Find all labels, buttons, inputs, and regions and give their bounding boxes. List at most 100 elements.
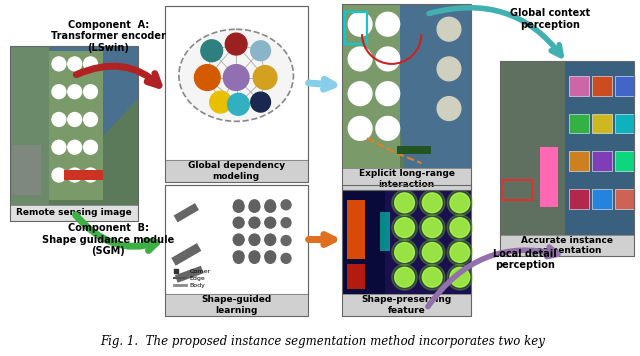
Circle shape: [348, 82, 372, 106]
Circle shape: [447, 190, 473, 216]
Bar: [570, 189, 589, 209]
Circle shape: [68, 85, 82, 99]
Circle shape: [422, 267, 442, 287]
Text: Edge: Edge: [189, 276, 205, 281]
Circle shape: [395, 267, 415, 287]
Circle shape: [266, 236, 275, 246]
Circle shape: [195, 65, 220, 90]
Text: Explicit long-range
interaction: Explicit long-range interaction: [358, 169, 454, 189]
Circle shape: [234, 236, 244, 246]
Circle shape: [450, 267, 470, 287]
Text: Corner: Corner: [189, 269, 211, 274]
Circle shape: [447, 264, 473, 290]
Circle shape: [234, 218, 244, 227]
Circle shape: [233, 251, 244, 262]
Circle shape: [450, 193, 470, 213]
Circle shape: [422, 242, 442, 262]
Circle shape: [266, 218, 275, 227]
Point: [172, 268, 182, 274]
Text: Local detail
perception: Local detail perception: [493, 248, 557, 270]
Circle shape: [447, 215, 473, 241]
Circle shape: [228, 93, 249, 115]
Circle shape: [249, 217, 260, 228]
Bar: [164, 185, 308, 294]
Text: Shape-preserving
feature: Shape-preserving feature: [362, 295, 452, 315]
Bar: [397, 146, 431, 154]
Circle shape: [52, 57, 66, 71]
Bar: [164, 185, 308, 316]
Bar: [592, 114, 612, 134]
Text: Fig. 1.  The proposed instance segmentation method incorporates two key: Fig. 1. The proposed instance segmentati…: [100, 335, 545, 348]
Circle shape: [250, 200, 259, 210]
Text: Shape-guided
learning: Shape-guided learning: [201, 295, 271, 315]
Circle shape: [233, 217, 244, 228]
Circle shape: [419, 190, 445, 216]
Circle shape: [52, 140, 66, 154]
Bar: [49, 51, 103, 200]
Circle shape: [84, 168, 97, 182]
Bar: [348, 264, 365, 289]
Bar: [592, 76, 612, 96]
Text: Component  B:
Shape guidance module
(SGM): Component B: Shape guidance module (SGM): [42, 223, 175, 256]
Circle shape: [223, 65, 249, 90]
Circle shape: [250, 236, 259, 246]
Circle shape: [422, 193, 442, 213]
Bar: [592, 189, 612, 209]
Bar: [380, 212, 390, 251]
Polygon shape: [385, 4, 471, 168]
Circle shape: [348, 12, 372, 36]
Bar: [64, 170, 103, 180]
Circle shape: [376, 12, 399, 36]
Bar: [342, 185, 471, 316]
Bar: [164, 6, 308, 182]
Bar: [348, 200, 365, 260]
Circle shape: [265, 217, 276, 228]
Text: Accurate instance
segmentation: Accurate instance segmentation: [521, 236, 613, 255]
Circle shape: [233, 201, 244, 212]
Circle shape: [419, 215, 445, 241]
Circle shape: [392, 264, 417, 290]
Bar: [342, 4, 471, 190]
Circle shape: [437, 57, 461, 81]
Circle shape: [265, 201, 276, 212]
Circle shape: [225, 33, 247, 55]
Circle shape: [395, 242, 415, 262]
Circle shape: [52, 112, 66, 126]
Circle shape: [250, 253, 259, 263]
Polygon shape: [545, 61, 634, 235]
Bar: [615, 189, 635, 209]
Bar: [10, 46, 138, 205]
Circle shape: [376, 116, 399, 140]
Text: Remote sensing image: Remote sensing image: [16, 208, 132, 217]
Circle shape: [281, 236, 291, 246]
Circle shape: [249, 251, 260, 262]
Circle shape: [249, 234, 260, 245]
Circle shape: [281, 253, 291, 263]
Circle shape: [84, 85, 97, 99]
Circle shape: [266, 200, 275, 210]
Circle shape: [419, 240, 445, 265]
Bar: [10, 46, 49, 205]
Bar: [592, 151, 612, 171]
Circle shape: [234, 200, 244, 210]
Circle shape: [392, 190, 417, 216]
Ellipse shape: [179, 29, 294, 121]
Circle shape: [437, 17, 461, 41]
Bar: [12, 145, 41, 195]
Text: Body: Body: [189, 283, 205, 288]
Circle shape: [52, 85, 66, 99]
Circle shape: [376, 82, 399, 106]
Bar: [502, 180, 532, 200]
Bar: [615, 114, 635, 134]
Bar: [342, 185, 471, 294]
Bar: [570, 76, 589, 96]
Circle shape: [52, 168, 66, 182]
Text: Component  A:
Transformer encoder
(LSwin): Component A: Transformer encoder (LSwin): [51, 20, 166, 53]
Bar: [346, 12, 367, 44]
Bar: [500, 61, 634, 256]
Bar: [164, 294, 308, 316]
Circle shape: [392, 215, 417, 241]
Circle shape: [234, 253, 244, 263]
Bar: [164, 6, 308, 160]
Bar: [500, 235, 634, 256]
